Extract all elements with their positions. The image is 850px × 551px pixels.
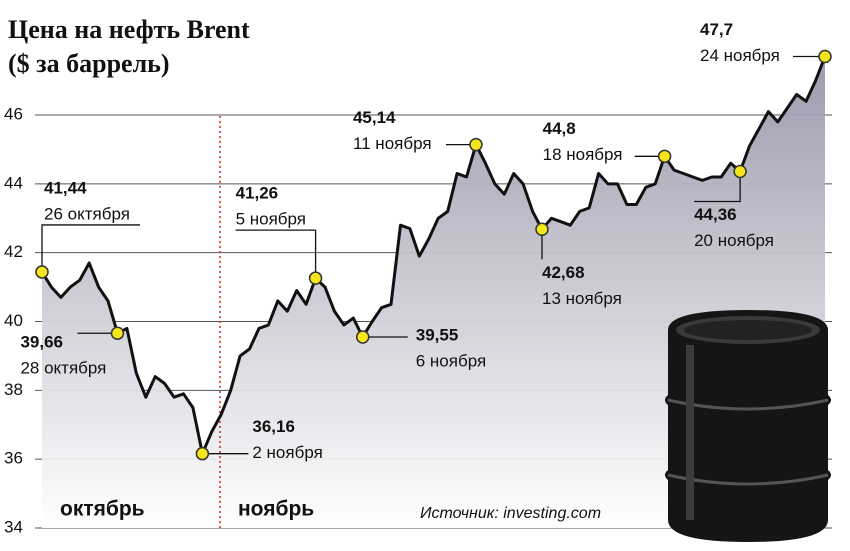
source: Источник: investing.com xyxy=(420,505,601,522)
value-label: 41,26 xyxy=(236,184,279,203)
month-label: ноябрь xyxy=(238,498,314,521)
y-tick-label: 46 xyxy=(4,105,23,124)
barrel xyxy=(665,310,831,542)
highlight-point xyxy=(657,149,672,164)
chart-subtitle: ($ за баррель) xyxy=(8,49,170,78)
highlight-point xyxy=(733,164,747,179)
leader-line xyxy=(41,224,140,266)
chart-title: Цена на нефть Brent xyxy=(8,15,250,44)
highlight-point xyxy=(35,265,49,279)
area xyxy=(42,56,825,528)
date-label: 5 ноября xyxy=(236,210,306,229)
date-label: 26 октября xyxy=(44,204,130,223)
month-label: октябрь xyxy=(60,498,145,521)
value-label: 44,36 xyxy=(694,205,737,224)
line xyxy=(40,55,827,456)
value-label: 39,66 xyxy=(20,333,63,352)
highlight-point xyxy=(535,222,549,237)
leader-line xyxy=(235,229,317,273)
date-label: 28 октября xyxy=(20,359,106,378)
y-tick-label: 42 xyxy=(4,242,23,261)
y-tick-label: 34 xyxy=(4,517,23,536)
value-label: 47,7 xyxy=(700,20,733,39)
value-label: 41,44 xyxy=(44,178,87,197)
highlight-point xyxy=(469,137,483,152)
highlight-point xyxy=(818,49,832,64)
value-label: 36,16 xyxy=(252,417,295,436)
y-tick-label: 40 xyxy=(4,311,23,330)
date-label: 6 ноября xyxy=(416,351,486,370)
y-tick-label: 38 xyxy=(4,380,23,399)
value-label: 44,8 xyxy=(543,119,576,138)
value-label: 42,68 xyxy=(542,263,585,282)
y-tick-label: 44 xyxy=(4,173,23,192)
highlight-point xyxy=(308,271,323,285)
date-label: 13 ноября xyxy=(542,289,622,308)
highlight-point xyxy=(355,330,370,344)
date-label: 24 ноября xyxy=(700,46,780,65)
date-label: 18 ноября xyxy=(543,145,623,164)
y-tick-label: 36 xyxy=(4,449,23,468)
date-label: 11 ноября xyxy=(353,134,432,153)
highlight-point xyxy=(110,326,125,340)
leader-line xyxy=(694,177,741,203)
date-label: 2 ноября xyxy=(252,443,322,462)
value-label: 45,14 xyxy=(353,108,396,127)
highlight-point xyxy=(195,446,210,461)
date-label: 20 ноября xyxy=(694,231,774,250)
value-label: 39,55 xyxy=(416,325,459,344)
